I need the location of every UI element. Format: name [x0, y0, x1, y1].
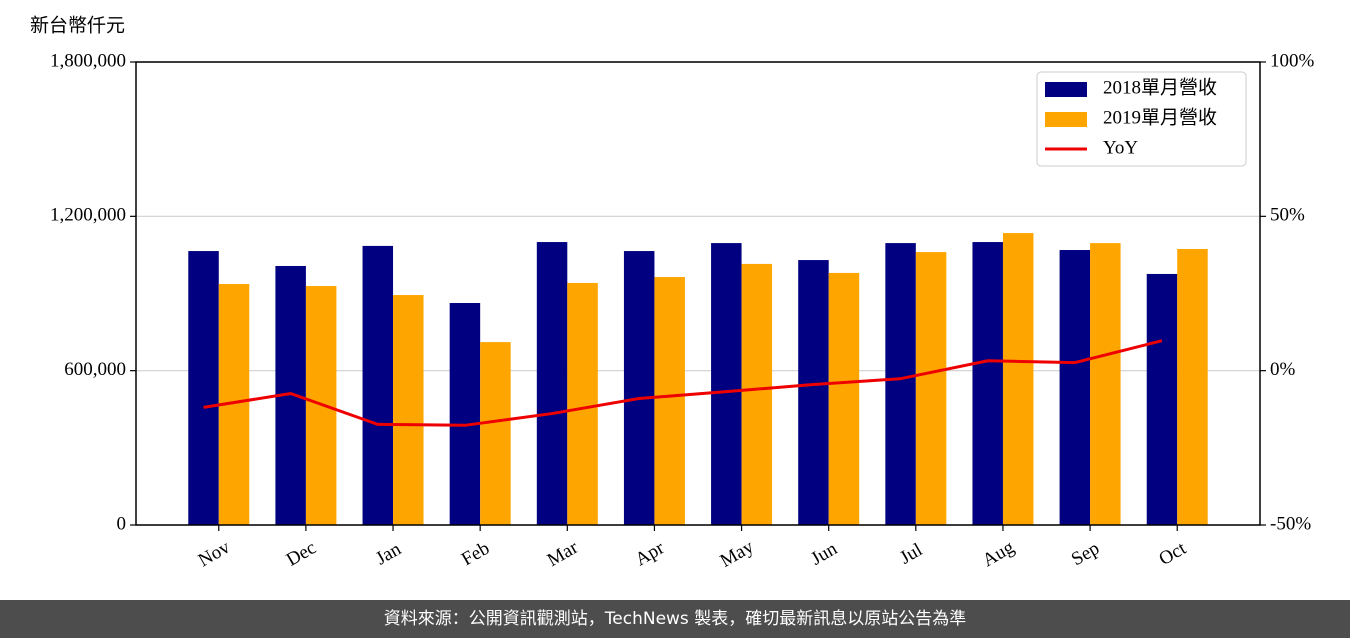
y-tick-label: 1,800,000: [50, 50, 126, 71]
x-tick-label: Jan: [372, 538, 405, 569]
bar: [1002, 233, 1034, 525]
line: [203, 339, 1163, 427]
x-tick-label: Aug: [979, 536, 1018, 571]
x-tick-label: Sep: [1068, 538, 1103, 570]
footer-bar: [0, 600, 1350, 638]
bar: [536, 242, 568, 526]
bar: [711, 243, 742, 525]
bar: [1090, 243, 1121, 525]
legend-label: YoY: [1103, 137, 1138, 158]
bar: [972, 242, 1003, 526]
bar: [915, 252, 947, 525]
bar: [1059, 250, 1091, 525]
y2-tick-label: 100%: [1270, 50, 1315, 71]
legend-box: [1036, 71, 1247, 167]
x-tick-label: Oct: [1156, 538, 1191, 570]
y-tick-label: 0: [117, 513, 127, 534]
y2-tick-label: 0%: [1270, 359, 1296, 380]
bar: [362, 245, 394, 526]
x-tick-label: Mar: [544, 537, 582, 571]
plot-frame: [135, 61, 1261, 526]
x-tick-label: Nov: [195, 536, 234, 571]
bar: [885, 243, 916, 525]
legend-swatch: [1045, 82, 1087, 97]
y-tick-label: 1,200,000: [50, 205, 126, 226]
bar: [1146, 273, 1178, 525]
legend-label: 2019單月營收: [1103, 106, 1217, 128]
bar: [741, 263, 773, 525]
y-tick-label: 600,000: [64, 359, 126, 380]
x-tick-label: May: [717, 536, 758, 572]
bar: [654, 277, 685, 525]
bar: [798, 260, 829, 525]
x-tick-label: Dec: [283, 537, 320, 570]
legend-swatch: [1045, 112, 1087, 127]
x-tick-label: Jul: [896, 539, 926, 568]
x-tick-label: Apr: [632, 537, 669, 570]
y2-tick-label: 50%: [1270, 205, 1305, 226]
bar: [480, 342, 511, 525]
x-tick-label: Feb: [458, 538, 493, 570]
bar: [1177, 249, 1208, 525]
y2-tick-label: -50%: [1270, 513, 1311, 534]
legend-label: 2018單月營收: [1103, 76, 1217, 98]
bar: [393, 295, 424, 525]
bar: [828, 272, 860, 525]
x-tick-label: Jun: [807, 538, 841, 570]
y-axis-label: 新台幣仟元: [30, 14, 125, 36]
bar: [188, 251, 219, 525]
bar: [567, 282, 598, 525]
bar: [449, 303, 481, 525]
footer: 資料來源：公開資訊觀測站，TechNews 製表，確切最新訊息以原站公告為準: [384, 609, 966, 629]
bar: [623, 251, 655, 525]
